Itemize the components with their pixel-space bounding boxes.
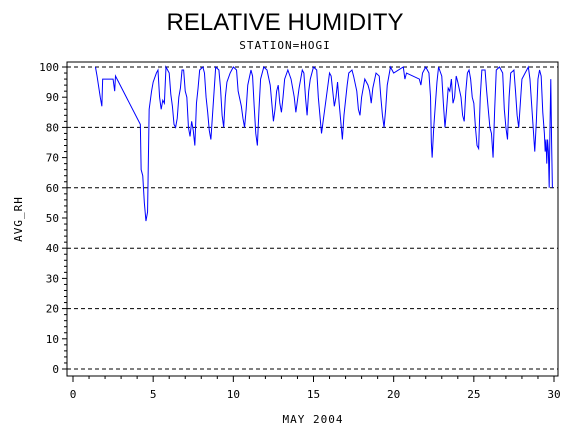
plot-area-frame	[66, 61, 559, 377]
x-tick-label: 20	[387, 388, 400, 401]
chart-title: RELATIVE HUMIDITY	[167, 9, 404, 36]
y-axis-label: AVG_RH	[12, 196, 25, 242]
y-tick-label: 40	[46, 242, 59, 255]
chart-subtitle: STATION=HOGI	[239, 39, 330, 52]
x-tick-label: 0	[70, 388, 77, 401]
x-tick-label: 15	[307, 388, 320, 401]
x-axis-label: MAY 2004	[283, 413, 344, 426]
y-tick-label: 70	[46, 152, 59, 165]
y-tick-label: 30	[46, 272, 59, 285]
x-tick-label: 10	[227, 388, 240, 401]
series-line-avg-rh	[94, 65, 553, 222]
y-tick-label: 20	[46, 303, 59, 316]
x-tick-label: 5	[150, 388, 157, 401]
y-tick-label: 10	[46, 333, 59, 346]
y-tick-label: 100	[39, 61, 59, 74]
x-tick-label: 25	[467, 388, 480, 401]
y-tick-label: 50	[46, 212, 59, 225]
y-tick-label: 90	[46, 91, 59, 104]
reference-lines	[67, 66, 558, 370]
y-tick-label: 80	[46, 121, 59, 134]
y-tick-label: 60	[46, 182, 59, 195]
x-tick-label: 30	[547, 388, 560, 401]
x-axis: 0 5 10 15 20 25 30	[70, 376, 561, 401]
y-axis: 0 10 20 30 40 50 60 70 80 90 100	[39, 61, 67, 376]
y-tick-label: 0	[52, 363, 59, 376]
